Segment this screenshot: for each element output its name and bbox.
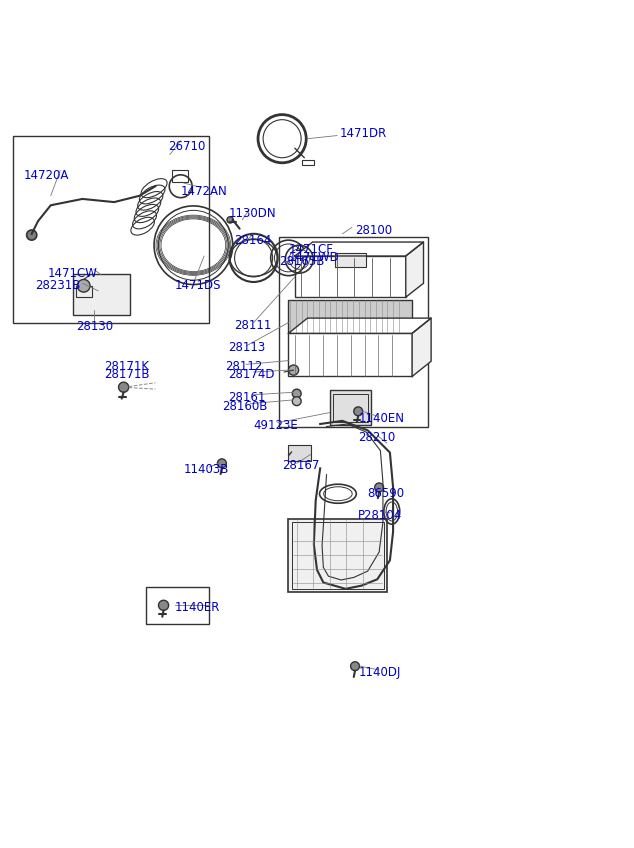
- Text: 1471CW: 1471CW: [48, 267, 98, 280]
- Text: 28167: 28167: [282, 460, 320, 472]
- Text: 1130DN: 1130DN: [228, 207, 276, 220]
- Bar: [73, 274, 130, 315]
- Text: 1471DR: 1471DR: [339, 127, 387, 140]
- Bar: [146, 587, 209, 624]
- Text: 1140ER: 1140ER: [174, 601, 220, 614]
- Text: 28112: 28112: [225, 360, 262, 373]
- Text: 49123E: 49123E: [254, 419, 299, 432]
- Bar: [302, 160, 314, 165]
- Text: 28161: 28161: [228, 391, 266, 404]
- Circle shape: [27, 230, 37, 240]
- Text: 28113: 28113: [228, 342, 266, 354]
- Circle shape: [158, 600, 169, 611]
- Text: 28171K: 28171K: [105, 360, 150, 373]
- Text: 28210: 28210: [358, 432, 396, 444]
- Circle shape: [354, 407, 363, 416]
- Bar: [292, 522, 384, 589]
- Bar: [333, 393, 368, 422]
- Circle shape: [292, 389, 301, 398]
- Text: 28160B: 28160B: [222, 399, 268, 413]
- Circle shape: [375, 483, 384, 492]
- Text: 1140DJ: 1140DJ: [358, 666, 401, 679]
- Text: 86590: 86590: [368, 488, 405, 500]
- Bar: [76, 286, 92, 297]
- Text: 1471WD: 1471WD: [288, 251, 339, 265]
- Bar: [295, 256, 406, 297]
- Text: 1471CF: 1471CF: [288, 243, 333, 256]
- Text: 28165B: 28165B: [279, 254, 325, 268]
- Circle shape: [351, 661, 359, 671]
- Text: 28130: 28130: [76, 320, 113, 333]
- Text: 28231B: 28231B: [35, 279, 81, 293]
- Text: P28104: P28104: [358, 510, 403, 522]
- Text: 1140EN: 1140EN: [358, 412, 404, 426]
- Text: 14720A: 14720A: [24, 169, 70, 182]
- Bar: [288, 519, 387, 592]
- Text: 28111: 28111: [235, 319, 272, 332]
- Circle shape: [288, 365, 299, 375]
- Polygon shape: [412, 318, 431, 377]
- Bar: [330, 390, 371, 425]
- Text: 28100: 28100: [355, 224, 392, 237]
- Bar: [288, 300, 412, 332]
- Bar: [172, 170, 188, 181]
- Circle shape: [217, 459, 226, 468]
- Circle shape: [227, 217, 233, 223]
- Text: 28174D: 28174D: [228, 368, 275, 381]
- Bar: [335, 253, 366, 267]
- Circle shape: [119, 382, 129, 393]
- Text: 1471DS: 1471DS: [174, 279, 221, 293]
- Text: 26710: 26710: [168, 140, 205, 153]
- Text: 28171B: 28171B: [105, 368, 150, 381]
- Bar: [288, 445, 311, 460]
- Text: 1472AN: 1472AN: [181, 186, 228, 198]
- Circle shape: [292, 397, 301, 405]
- Polygon shape: [288, 318, 431, 333]
- Text: 11403B: 11403B: [184, 463, 230, 476]
- Circle shape: [77, 280, 90, 292]
- Bar: [288, 333, 412, 377]
- Polygon shape: [295, 242, 424, 256]
- Text: 28164: 28164: [235, 234, 272, 247]
- Polygon shape: [406, 242, 424, 297]
- Bar: [279, 237, 428, 427]
- Bar: [13, 136, 209, 322]
